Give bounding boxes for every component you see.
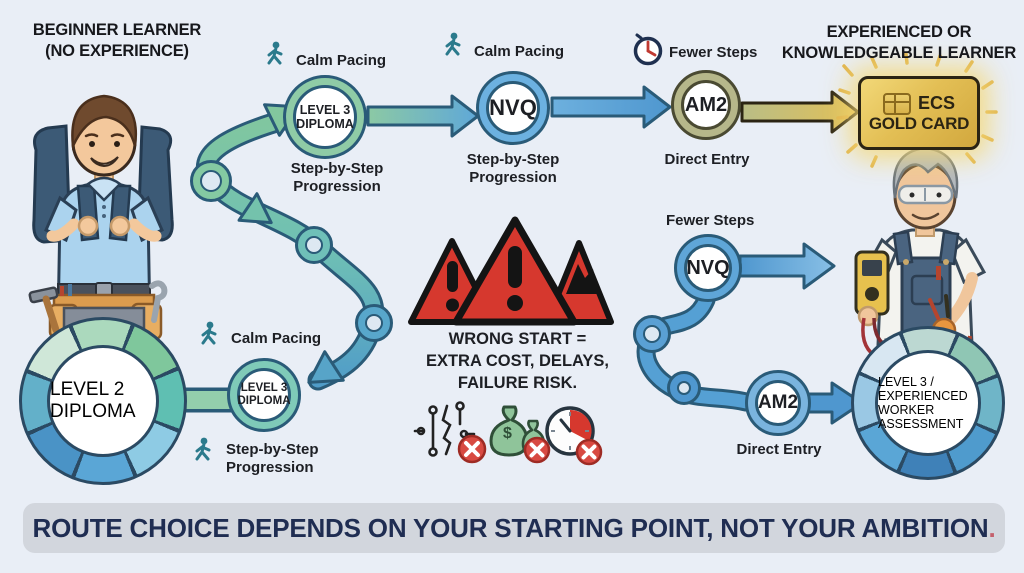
clock-icon	[633, 33, 663, 66]
banner-period: .	[988, 512, 996, 543]
x-badge-icon	[457, 434, 487, 464]
x-badge-icon	[575, 438, 603, 466]
broken-circuit-icon	[413, 401, 476, 457]
bottom-banner: ROUTE CHOICE DEPENDS ON YOUR STARTING PO…	[23, 503, 1005, 553]
am2-right-node: AM2	[745, 370, 811, 436]
level2-diploma-label: LEVEL 2 DIPLOMA	[50, 379, 136, 422]
ecs-card-label-line1: ECS	[917, 92, 955, 113]
level3-diploma-small-node: LEVEL 3 DIPLOMA	[227, 358, 301, 432]
card-chip-icon	[882, 92, 911, 115]
walking-person-icon	[195, 437, 211, 461]
nvq-label: NVQ	[686, 256, 730, 279]
ecs-card-label-line2: GOLD CARD	[868, 113, 970, 133]
beginner-character-illustration	[28, 94, 174, 341]
nvq-node: NVQ	[476, 71, 550, 145]
calm-pacing-label: Calm Pacing	[231, 330, 322, 347]
walking-person-icon	[445, 32, 461, 56]
step-by-step-label: Step-by-Step Progression	[290, 160, 384, 195]
arrow-am2-to-assessment	[806, 381, 864, 425]
dollar-sign: $	[503, 425, 512, 442]
arrow-am2-to-ecs	[740, 90, 860, 134]
banner-text: ROUTE CHOICE DEPENDS ON YOUR STARTING PO…	[32, 512, 989, 543]
assessment-label: LEVEL 3 / EXPERIENCED WORKER ASSESSMENT	[878, 375, 968, 431]
nvq-label: NVQ	[489, 94, 537, 120]
beginner-header: BEGINNER LEARNER (NO EXPERIENCE)	[32, 21, 202, 61]
path-node	[667, 371, 701, 405]
path-node	[355, 304, 393, 342]
experienced-route-curve	[636, 290, 756, 412]
step-by-step-label: Step-by-Step Progression	[226, 441, 319, 476]
calm-pacing-label: Calm Pacing	[474, 43, 565, 60]
experienced-assessment-ring: LEVEL 3 / EXPERIENCED WORKER ASSESSMENT	[851, 326, 1005, 480]
arrow-level3-to-nvq	[366, 94, 480, 138]
step-by-step-label: Step-by-Step Progression	[466, 151, 560, 186]
calm-pacing-label: Calm Pacing	[296, 52, 387, 69]
am2-node: AM2	[671, 70, 741, 140]
walking-person-icon	[267, 41, 283, 65]
walking-person-icon	[201, 321, 217, 345]
path-node	[295, 226, 333, 264]
direct-entry-label: Direct Entry	[664, 151, 750, 168]
level3-diploma-label: LEVEL 3 DIPLOMA	[296, 103, 354, 131]
level2-diploma-ring: LEVEL 2 DIPLOMA	[19, 317, 187, 485]
level3-diploma-node: LEVEL 3 DIPLOMA	[283, 75, 367, 159]
arrow-nvq-to-am2	[550, 85, 672, 129]
x-badge-icon	[523, 436, 551, 464]
arrow-nvq-to-worker	[738, 242, 836, 290]
am2-label: AM2	[684, 93, 728, 116]
fewer-steps-label: Fewer Steps	[666, 212, 755, 229]
level3-diploma-label: LEVEL 3 DIPLOMA	[237, 382, 291, 407]
direct-entry-label: Direct Entry	[736, 441, 822, 458]
card-glow-rays	[836, 52, 998, 170]
fewer-steps-label: Fewer Steps	[669, 44, 758, 61]
nvq-right-node: NVQ	[674, 234, 742, 302]
path-node	[190, 160, 232, 202]
ecs-gold-card: ECS GOLD CARD	[858, 76, 980, 150]
am2-label: AM2	[757, 392, 799, 414]
warning-triangles-icon	[408, 216, 614, 326]
experienced-header: EXPERIENCED OR KNOWLEDGEABLE LEARNER	[781, 23, 1017, 63]
warning-text: WRONG START = EXTRA COST, DELAYS, FAILUR…	[425, 330, 610, 392]
path-node	[633, 315, 671, 353]
